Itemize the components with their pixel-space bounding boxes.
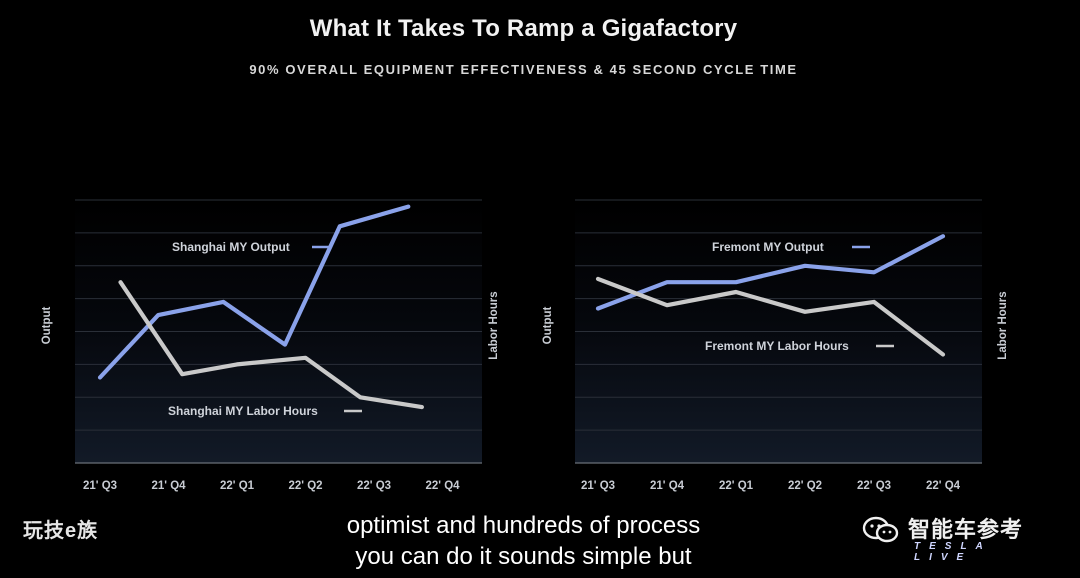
legend-label-1: Fremont MY Labor Hours xyxy=(705,339,849,353)
y-axis-label-right: Labor Hours xyxy=(488,291,500,359)
subtitle-caption-line-1: optimist and hundreds of process xyxy=(0,511,1047,541)
series-line-1 xyxy=(595,276,946,357)
x-tick-label: 21' Q3 xyxy=(83,480,117,492)
x-tick-label: 22' Q3 xyxy=(857,480,891,492)
x-tick-label: 22' Q1 xyxy=(220,480,255,492)
x-tick-label: 21' Q3 xyxy=(581,480,615,492)
y-axis-label: Output xyxy=(41,306,53,344)
y-axis-label: Output xyxy=(542,306,554,344)
legend-label-1: Shanghai MY Labor Hours xyxy=(168,404,318,418)
wechat-icon xyxy=(862,516,899,543)
series-line-0 xyxy=(595,234,946,311)
x-tick-label: 21' Q4 xyxy=(151,480,186,492)
chart-subtitle: 90% OVERALL EQUIPMENT EFFECTIVENESS & 45… xyxy=(249,62,798,77)
subtitle-caption-line-2: you can do it sounds simple but xyxy=(0,542,1047,572)
x-tick-label: 22' Q3 xyxy=(357,480,391,492)
x-tick-label: 22' Q1 xyxy=(719,480,754,492)
chart-title: What It Takes To Ramp a Gigafactory xyxy=(309,15,738,42)
watermark-right: 智能车参考 TESLA LIVE xyxy=(862,512,1047,563)
watermark-right-sub: TESLA LIVE xyxy=(914,541,992,563)
caption-text-2: you can do it sounds simple but xyxy=(351,543,696,570)
y-axis-label-right: Labor Hours xyxy=(997,291,1009,359)
x-tick-label: 22' Q2 xyxy=(788,480,822,492)
x-tick-label: 22' Q4 xyxy=(425,480,460,492)
shanghai-chart: Shanghai MY Output Shanghai MY Labor Hour… xyxy=(41,199,500,492)
fremont-chart: Fremont MY Output Fremont MY Labor Hours 2… xyxy=(542,199,1009,492)
x-tick-label: 21' Q4 xyxy=(650,480,685,492)
watermark-right-name: 智能车参考 xyxy=(908,517,1024,542)
caption-text-1: optimist and hundreds of process xyxy=(342,512,705,539)
series-line-1 xyxy=(118,280,424,410)
watermark-left: 玩技e族 xyxy=(23,520,99,542)
legend-label-0: Shanghai MY Output xyxy=(172,240,290,254)
x-tick-label: 22' Q4 xyxy=(926,480,961,492)
legend-label-0: Fremont MY Output xyxy=(712,240,824,254)
x-tick-label: 22' Q2 xyxy=(288,480,322,492)
